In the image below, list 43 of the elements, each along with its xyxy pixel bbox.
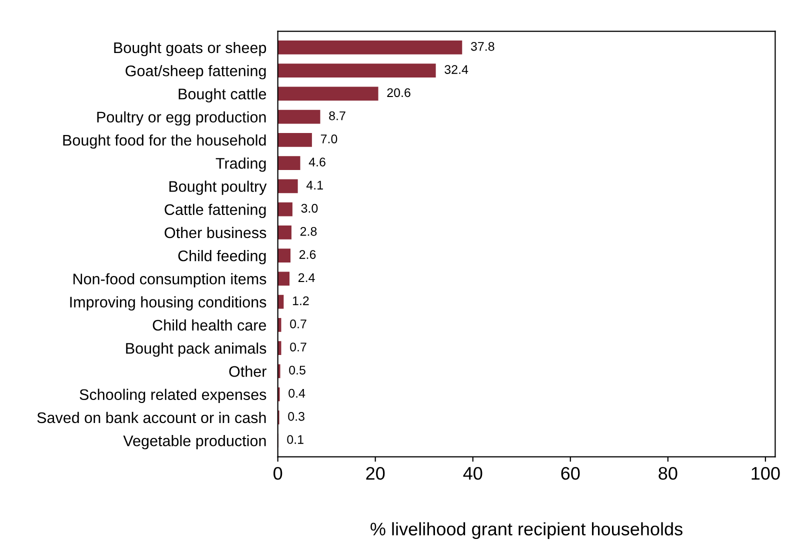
x-tick-label: 100	[752, 466, 780, 480]
data-label: 20.6	[387, 88, 410, 98]
data-label: 3.0	[301, 204, 318, 213]
data-label: 0.7	[290, 319, 306, 328]
y-tick-label: Schooling related expenses	[80, 388, 266, 404]
y-tick-label: Vegetable production	[123, 435, 266, 450]
data-label: 2.6	[299, 250, 316, 259]
x-tick-label: 0	[273, 466, 282, 480]
y-tick-label: Cattle fattening	[164, 204, 266, 218]
x-tick-label: 80	[658, 466, 678, 480]
data-label: 2.8	[300, 226, 317, 236]
x-axis-title: % livelihood grant recipient households	[370, 522, 682, 540]
y-tick-label: Other business	[164, 226, 266, 238]
data-label: 0.5	[289, 366, 306, 375]
y-tick-label: Improving housing conditions	[70, 296, 266, 311]
data-label: 0.1	[287, 435, 304, 444]
x-tick-label: 40	[463, 466, 482, 480]
y-tick-label: Bought food for the household	[63, 134, 266, 149]
data-label: 8.7	[329, 111, 346, 120]
x-tick-label: 20	[366, 466, 385, 480]
y-tick-label: Bought pack animals	[126, 342, 266, 357]
data-label: 0.3	[288, 412, 304, 421]
y-tick-label: Poultry or egg production	[97, 111, 266, 126]
data-label: 4.6	[308, 158, 326, 166]
y-tick-label: Saved on bank account or in cash	[37, 412, 266, 424]
data-label: 7.0	[320, 134, 338, 144]
y-tick-label: Non-food consumption items	[74, 273, 266, 288]
y-tick-label: Child feeding	[178, 250, 266, 264]
y-tick-label: Bought cattle	[178, 88, 266, 102]
y-tick-label: Goat/sheep fattening	[126, 65, 266, 80]
data-label: 32.4	[444, 65, 468, 74]
data-label: 0.4	[288, 388, 306, 398]
y-tick-label: Bought goats or sheep	[114, 42, 266, 56]
data-label: 2.4	[298, 273, 315, 282]
data-label: 37.8	[470, 42, 494, 51]
data-label: 0.7	[290, 342, 306, 352]
y-tick-label: Child health care	[152, 319, 266, 331]
y-tick-label: Trading	[216, 158, 266, 172]
data-label: 4.1	[306, 180, 323, 190]
x-tick-label: 60	[561, 466, 580, 480]
y-tick-label: Other	[229, 366, 266, 377]
y-tick-label: Bought poultry	[169, 180, 267, 195]
data-label: 1.2	[292, 296, 309, 306]
